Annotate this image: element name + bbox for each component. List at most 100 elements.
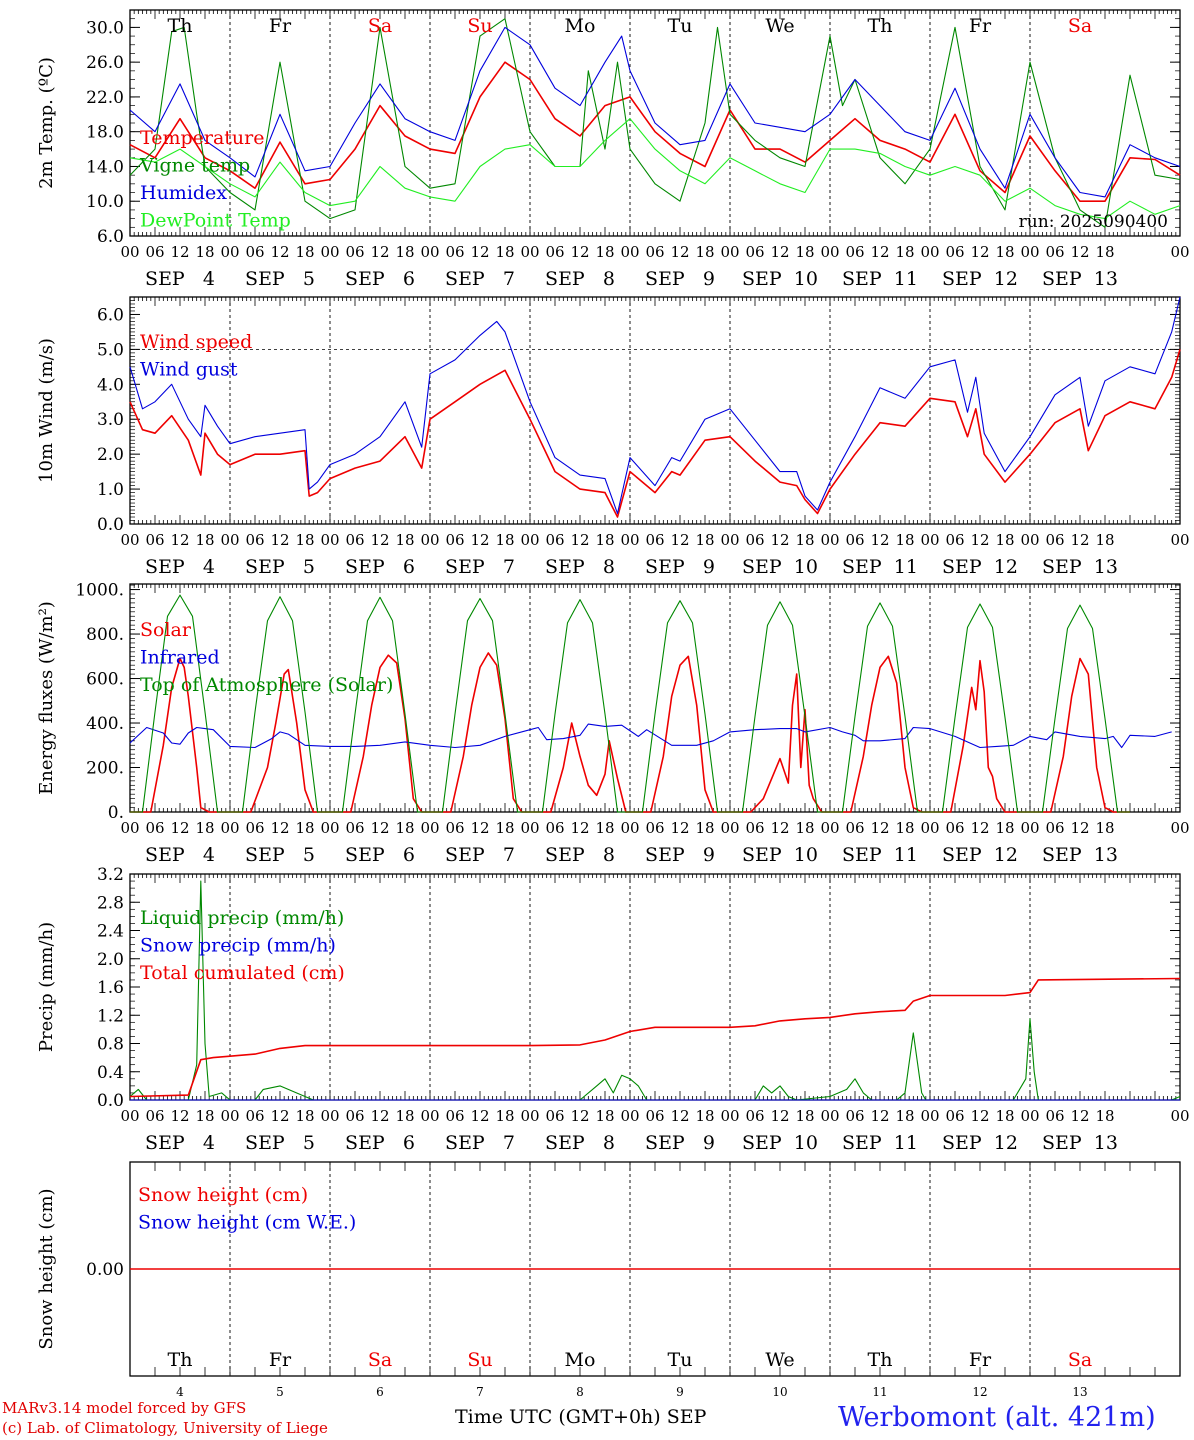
date-label: SEP 12	[942, 268, 1018, 290]
hour-label: 12	[270, 243, 289, 261]
hour-label: 06	[645, 1107, 664, 1125]
day-label: Sa	[1068, 15, 1092, 37]
hour-label: 18	[395, 1107, 414, 1125]
legend-entry: Solar	[140, 619, 192, 641]
hour-label: 06	[745, 1107, 764, 1125]
hour-label: 12	[570, 243, 589, 261]
hour-label: 12	[670, 243, 689, 261]
hour-label: 18	[695, 1107, 714, 1125]
hour-label: 00	[720, 1107, 739, 1125]
hour-label: 18	[295, 1107, 314, 1125]
hour-label: 06	[545, 531, 564, 549]
date-label: SEP 10	[742, 556, 818, 578]
hour-label: 18	[295, 531, 314, 549]
hour-label: 12	[870, 819, 889, 837]
y-axis-label: Energy fluxes (W/m²)	[36, 601, 57, 795]
date-label: SEP 10	[742, 1132, 818, 1154]
day-label: Th	[868, 15, 893, 37]
day-label: Fr	[969, 15, 992, 37]
date-label: SEP 13	[1042, 556, 1118, 578]
hour-label: 12	[470, 243, 489, 261]
hour-label: 00	[720, 819, 739, 837]
hour-label: 18	[195, 243, 214, 261]
date-label: SEP 7	[445, 556, 515, 578]
series-line	[129, 18, 1181, 228]
hour-label: 00	[1020, 243, 1039, 261]
hour-label: 18	[395, 243, 414, 261]
hour-label: 12	[970, 819, 989, 837]
legend-entry: Humidex	[140, 182, 227, 204]
legend-entry: Snow precip (mm/h)	[140, 935, 336, 957]
hour-label: 12	[470, 531, 489, 549]
series-line	[129, 26, 1181, 198]
hour-label: 06	[345, 531, 364, 549]
hour-label: 12	[770, 243, 789, 261]
hour-label: 18	[295, 243, 314, 261]
legend-entry: Snow height (cm)	[138, 1184, 308, 1206]
hour-label: 18	[495, 819, 514, 837]
hour-label: 12	[770, 819, 789, 837]
hour-label: 18	[395, 531, 414, 549]
hour-label: 00	[520, 1107, 539, 1125]
y-tick-label: 5.0	[97, 340, 124, 360]
hour-label: 00	[420, 531, 439, 549]
hour-label: 06	[445, 1107, 464, 1125]
hour-label: 06	[345, 819, 364, 837]
model-credit: MARv3.14 model forced by GFS	[2, 1399, 247, 1417]
day-number: 13	[1072, 1385, 1087, 1398]
hour-label: 06	[945, 1107, 964, 1125]
hour-label: 00	[720, 531, 739, 549]
hour-label: 12	[270, 1107, 289, 1125]
y-tick-label: 2.8	[97, 893, 124, 913]
hour-label: 00	[320, 531, 339, 549]
hour-label: 06	[745, 531, 764, 549]
hour-label: 18	[795, 819, 814, 837]
hour-label: 18	[495, 531, 514, 549]
hour-label: 06	[345, 1107, 364, 1125]
y-axis-label: Precip (mm/h)	[36, 922, 57, 1052]
y-tick-label: 0.00	[86, 1260, 124, 1280]
plot-frame	[129, 296, 1181, 525]
y-tick-label: 0.0	[97, 515, 124, 535]
hour-label: 12	[1070, 1107, 1089, 1125]
day-label: Th	[868, 1349, 893, 1371]
date-label: SEP 13	[1042, 268, 1118, 290]
date-label: SEP 8	[545, 1132, 615, 1154]
hour-label: 06	[945, 243, 964, 261]
meteogram: 6.0 10.0 14.0 18.0 22.0 26.0 30.0 2m Temp. (ºC)…	[36, 9, 1190, 1398]
hour-label: 06	[145, 243, 164, 261]
hour-label: 12	[370, 1107, 389, 1125]
hour-label: 06	[645, 531, 664, 549]
hour-label: 12	[370, 531, 389, 549]
y-tick-label: 3.0	[97, 410, 124, 430]
day-label: Tu	[668, 15, 693, 37]
hour-label: 12	[170, 1107, 189, 1125]
date-label: SEP 13	[1042, 1132, 1118, 1154]
date-label: SEP 12	[942, 1132, 1018, 1154]
hour-label: 00	[920, 531, 939, 549]
hour-label: 06	[745, 243, 764, 261]
day-number: 9	[676, 1385, 684, 1398]
hour-label: 00	[920, 1107, 939, 1125]
date-label: SEP 4	[145, 1132, 215, 1154]
series-line	[129, 61, 1181, 202]
date-label: SEP 5	[245, 1132, 315, 1154]
hour-label: 12	[670, 1107, 689, 1125]
day-label: Fr	[969, 1349, 992, 1371]
hour-label: 18	[595, 243, 614, 261]
hour-label: 06	[845, 243, 864, 261]
y-tick-label: 200.	[86, 759, 124, 779]
y-tick-label: 22.0	[86, 88, 124, 108]
y-tick-label: 400.	[86, 714, 124, 734]
hour-label: 18	[495, 243, 514, 261]
copyright-credit: (c) Lab. of Climatology, University of L…	[2, 1419, 328, 1437]
hour-label: 18	[1095, 1107, 1114, 1125]
hour-label: 00	[620, 1107, 639, 1125]
date-label: SEP 5	[245, 268, 315, 290]
date-label: SEP 10	[742, 844, 818, 866]
legend-entry: Total cumulated (cm)	[140, 962, 345, 984]
series-line	[129, 723, 1172, 749]
day-label: We	[765, 1349, 794, 1371]
y-tick-label: 2.4	[97, 922, 124, 942]
day-label: Sa	[368, 15, 392, 37]
